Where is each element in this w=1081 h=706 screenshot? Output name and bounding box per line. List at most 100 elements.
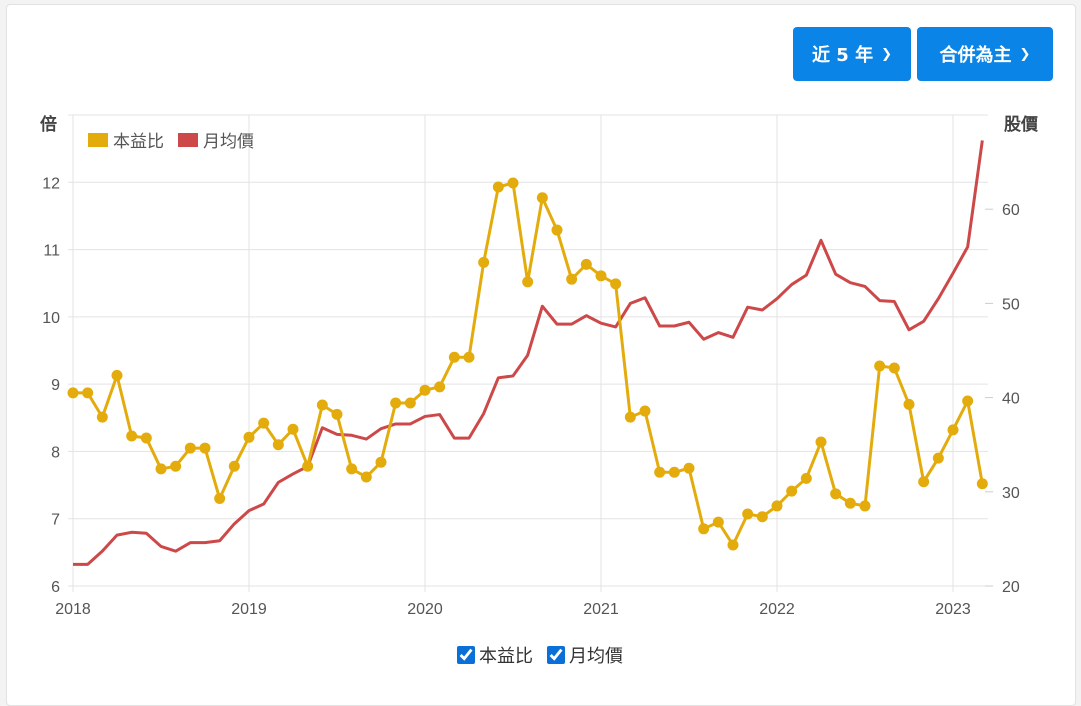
pe-point: [654, 466, 666, 478]
pe-point: [82, 387, 94, 399]
pe-point: [287, 423, 299, 435]
legend-swatch-pe: [88, 133, 108, 147]
pe-point: [507, 177, 519, 189]
pe-point: [214, 493, 226, 505]
right-axis-title: 股價: [1004, 114, 1039, 134]
pe-point: [478, 256, 490, 268]
pe-point: [712, 516, 724, 528]
x-tick-label: 2018: [55, 601, 91, 618]
right-tick-label: 50: [1002, 296, 1020, 313]
right-tick-label: 40: [1002, 391, 1020, 408]
pe-point: [683, 462, 695, 474]
left-tick-label: 12: [42, 175, 60, 192]
pe-point: [184, 442, 196, 454]
pe-point: [463, 351, 475, 363]
pe-point: [390, 397, 402, 409]
pe-point: [126, 430, 138, 442]
pe-point: [551, 224, 563, 236]
pe-point: [830, 488, 842, 500]
pe-point: [962, 395, 974, 407]
pe-point: [155, 463, 167, 475]
toggle-pe-label: 本益比: [479, 646, 533, 667]
pe-point: [742, 508, 754, 520]
pe-point: [639, 405, 651, 417]
pe-point: [932, 452, 944, 464]
pe-point: [566, 273, 578, 285]
period-dropdown-button[interactable]: 近 5 年 ❯: [793, 27, 911, 81]
pe-point: [419, 384, 431, 396]
x-tick-label: 2020: [407, 601, 443, 618]
chart-card: 近 5 年 ❯ 合併為主 ❯: [6, 4, 1076, 706]
pe-point: [610, 278, 622, 290]
pe-point: [243, 431, 255, 443]
pe-point: [375, 456, 387, 468]
toggle-pe[interactable]: 本益比: [457, 642, 533, 668]
pe-point: [874, 360, 886, 372]
basis-label: 合併為主: [939, 45, 1012, 66]
toggle-price[interactable]: 月均價: [547, 642, 623, 668]
toggle-price-label: 月均價: [569, 646, 623, 667]
chevron-down-icon: ❯: [881, 46, 892, 62]
chart-legend: 本益比 月均價: [88, 132, 254, 151]
pe-point: [170, 460, 182, 472]
pe-point: [918, 476, 930, 488]
x-tick-label: 2021: [583, 601, 619, 618]
left-tick-label: 10: [42, 310, 60, 327]
left-tick-label: 9: [51, 377, 60, 394]
pe-point: [258, 417, 270, 429]
pe-line: [73, 181, 984, 547]
pe-point: [199, 442, 211, 454]
pe-point: [771, 500, 783, 512]
pe-point: [727, 539, 739, 551]
toggle-pe-checkbox[interactable]: [457, 646, 475, 664]
toggle-price-checkbox[interactable]: [547, 646, 565, 664]
pe-point: [228, 460, 240, 472]
legend-label-pe: 本益比: [113, 132, 164, 151]
basis-dropdown-button[interactable]: 合併為主 ❯: [917, 27, 1053, 81]
pe-point: [492, 181, 504, 193]
pe-point: [67, 387, 79, 399]
legend-label-price: 月均價: [203, 132, 254, 151]
right-tick-label: 30: [1002, 485, 1020, 502]
pe-point: [595, 270, 607, 282]
pe-point: [272, 439, 284, 451]
left-tick-label: 11: [43, 243, 60, 260]
pe-point: [624, 411, 636, 423]
pe-point: [786, 485, 798, 497]
left-axis-title: 倍: [40, 114, 57, 134]
x-tick-label: 2022: [759, 601, 795, 618]
left-tick-label: 7: [51, 512, 60, 529]
left-tick-label: 8: [51, 444, 60, 461]
pe-point: [756, 511, 768, 523]
pe-point: [522, 276, 534, 288]
pe-point: [947, 424, 959, 436]
chevron-down-icon: ❯: [1019, 46, 1031, 62]
pe-point: [360, 471, 372, 483]
pe-point: [302, 460, 314, 472]
pe-point: [346, 463, 358, 475]
left-tick-label: 6: [51, 579, 60, 596]
pe-point: [815, 436, 827, 448]
pe-point: [903, 398, 915, 410]
pe-point: [668, 466, 680, 478]
pe-price-chart: 倍 股價 6 7 8 9 10 11 12 20 30 40 50 60 2018 2019 2020 202…: [40, 114, 1039, 618]
pe-point: [140, 432, 152, 444]
x-tick-label: 2019: [231, 601, 267, 618]
right-tick-label: 60: [1002, 202, 1020, 219]
pe-point: [536, 192, 548, 204]
pe-point: [888, 362, 900, 374]
period-label: 近 5 年: [812, 45, 874, 66]
pe-point: [331, 408, 343, 420]
pe-point: [316, 399, 328, 411]
price-line: [73, 140, 984, 566]
pe-point: [844, 497, 856, 509]
pe-point: [434, 381, 446, 393]
pe-point: [976, 478, 988, 490]
pe-point: [448, 351, 460, 363]
pe-point: [859, 500, 871, 512]
series-toggle-group: 本益比 月均價: [6, 642, 1074, 668]
pe-point: [580, 258, 592, 270]
x-tick-label: 2023: [935, 601, 971, 618]
pe-point: [111, 369, 123, 381]
pe-point: [404, 397, 416, 409]
